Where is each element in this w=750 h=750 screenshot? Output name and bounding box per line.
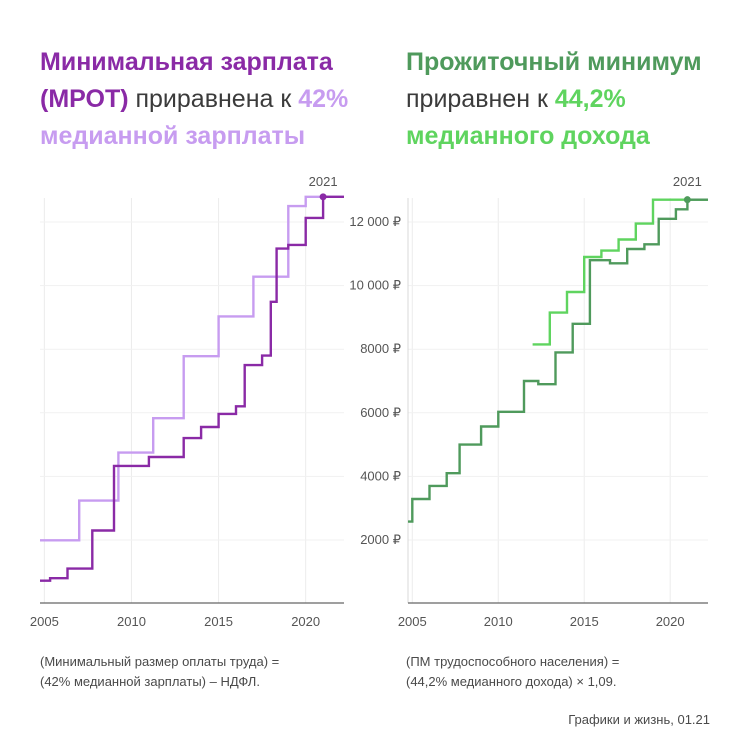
x-tick-label: 2020 (291, 614, 320, 629)
marker-2021 (683, 196, 691, 204)
series-line-mrot_42 (40, 195, 344, 542)
y-tick-label: 4000 ₽ (360, 468, 401, 483)
x-tick-label: 2005 (30, 614, 59, 629)
left-formula-line2: (42% медианной зарплаты) – НДФЛ. (40, 674, 260, 689)
title-mrot-abbr: (МРОТ) (40, 85, 129, 113)
x-tick-label: 2005 (398, 614, 427, 629)
title-equals-text: приравнена к (128, 85, 299, 113)
y-tick-label: 6000 ₽ (360, 405, 401, 420)
y-tick-label: 12 000 ₽ (349, 214, 401, 229)
title-median-wage: медианной зарплаты (40, 122, 306, 150)
annotation-2021: 2021 (673, 174, 702, 189)
series-line-mrot (40, 195, 344, 582)
x-tick-label: 2010 (117, 614, 146, 629)
x-tick-label: 2015 (204, 614, 233, 629)
right-formula-line1: (ПМ трудоспособного населения) = (406, 654, 620, 669)
x-tick-label: 2020 (656, 614, 685, 629)
y-tick-label: 2000 ₽ (360, 532, 401, 547)
left-formula: (Минимальный размер оплаты труда) = (42%… (40, 652, 360, 692)
title-median-income: медианного дохода (406, 122, 650, 150)
title-percent: 42% (298, 85, 349, 113)
left-chart-title: Минимальная зарплата (МРОТ) приравнена к… (40, 44, 370, 155)
title-pm-label: Прожиточный минимум (406, 48, 702, 76)
right-chart-title: Прожиточный минимум приравнен к 44,2% ме… (406, 44, 736, 155)
y-tick-label: 10 000 ₽ (349, 278, 401, 293)
series-line-pm_442 (532, 198, 708, 346)
title-equals-text-right: приравнен к (406, 85, 555, 113)
title-percent-right: 44,2% (554, 85, 626, 113)
left-formula-line1: (Минимальный размер оплаты труда) = (40, 654, 280, 669)
y-tick-label: 8000 ₽ (360, 341, 401, 356)
chart-panel-1: 2005 2010 2015 2020 2021 (30, 174, 344, 629)
credit-text: Графики и жизнь, 01.21 (568, 712, 710, 727)
right-formula: (ПМ трудоспособного населения) = (44,2% … (406, 652, 726, 692)
title-mrot-label: Минимальная зарплата (40, 48, 333, 76)
x-tick-label: 2015 (570, 614, 599, 629)
annotation-2021: 2021 (309, 174, 338, 189)
marker-2021 (319, 193, 327, 201)
chart-panel-2: 2005 2010 2015 2020 2000 ₽ 4000 ₽ 6000 ₽ 8000 ₽… (349, 174, 708, 629)
right-formula-line2: (44,2% медианного дохода) × 1,09. (406, 674, 617, 689)
x-tick-label: 2010 (484, 614, 513, 629)
series-line-pm (408, 198, 708, 523)
